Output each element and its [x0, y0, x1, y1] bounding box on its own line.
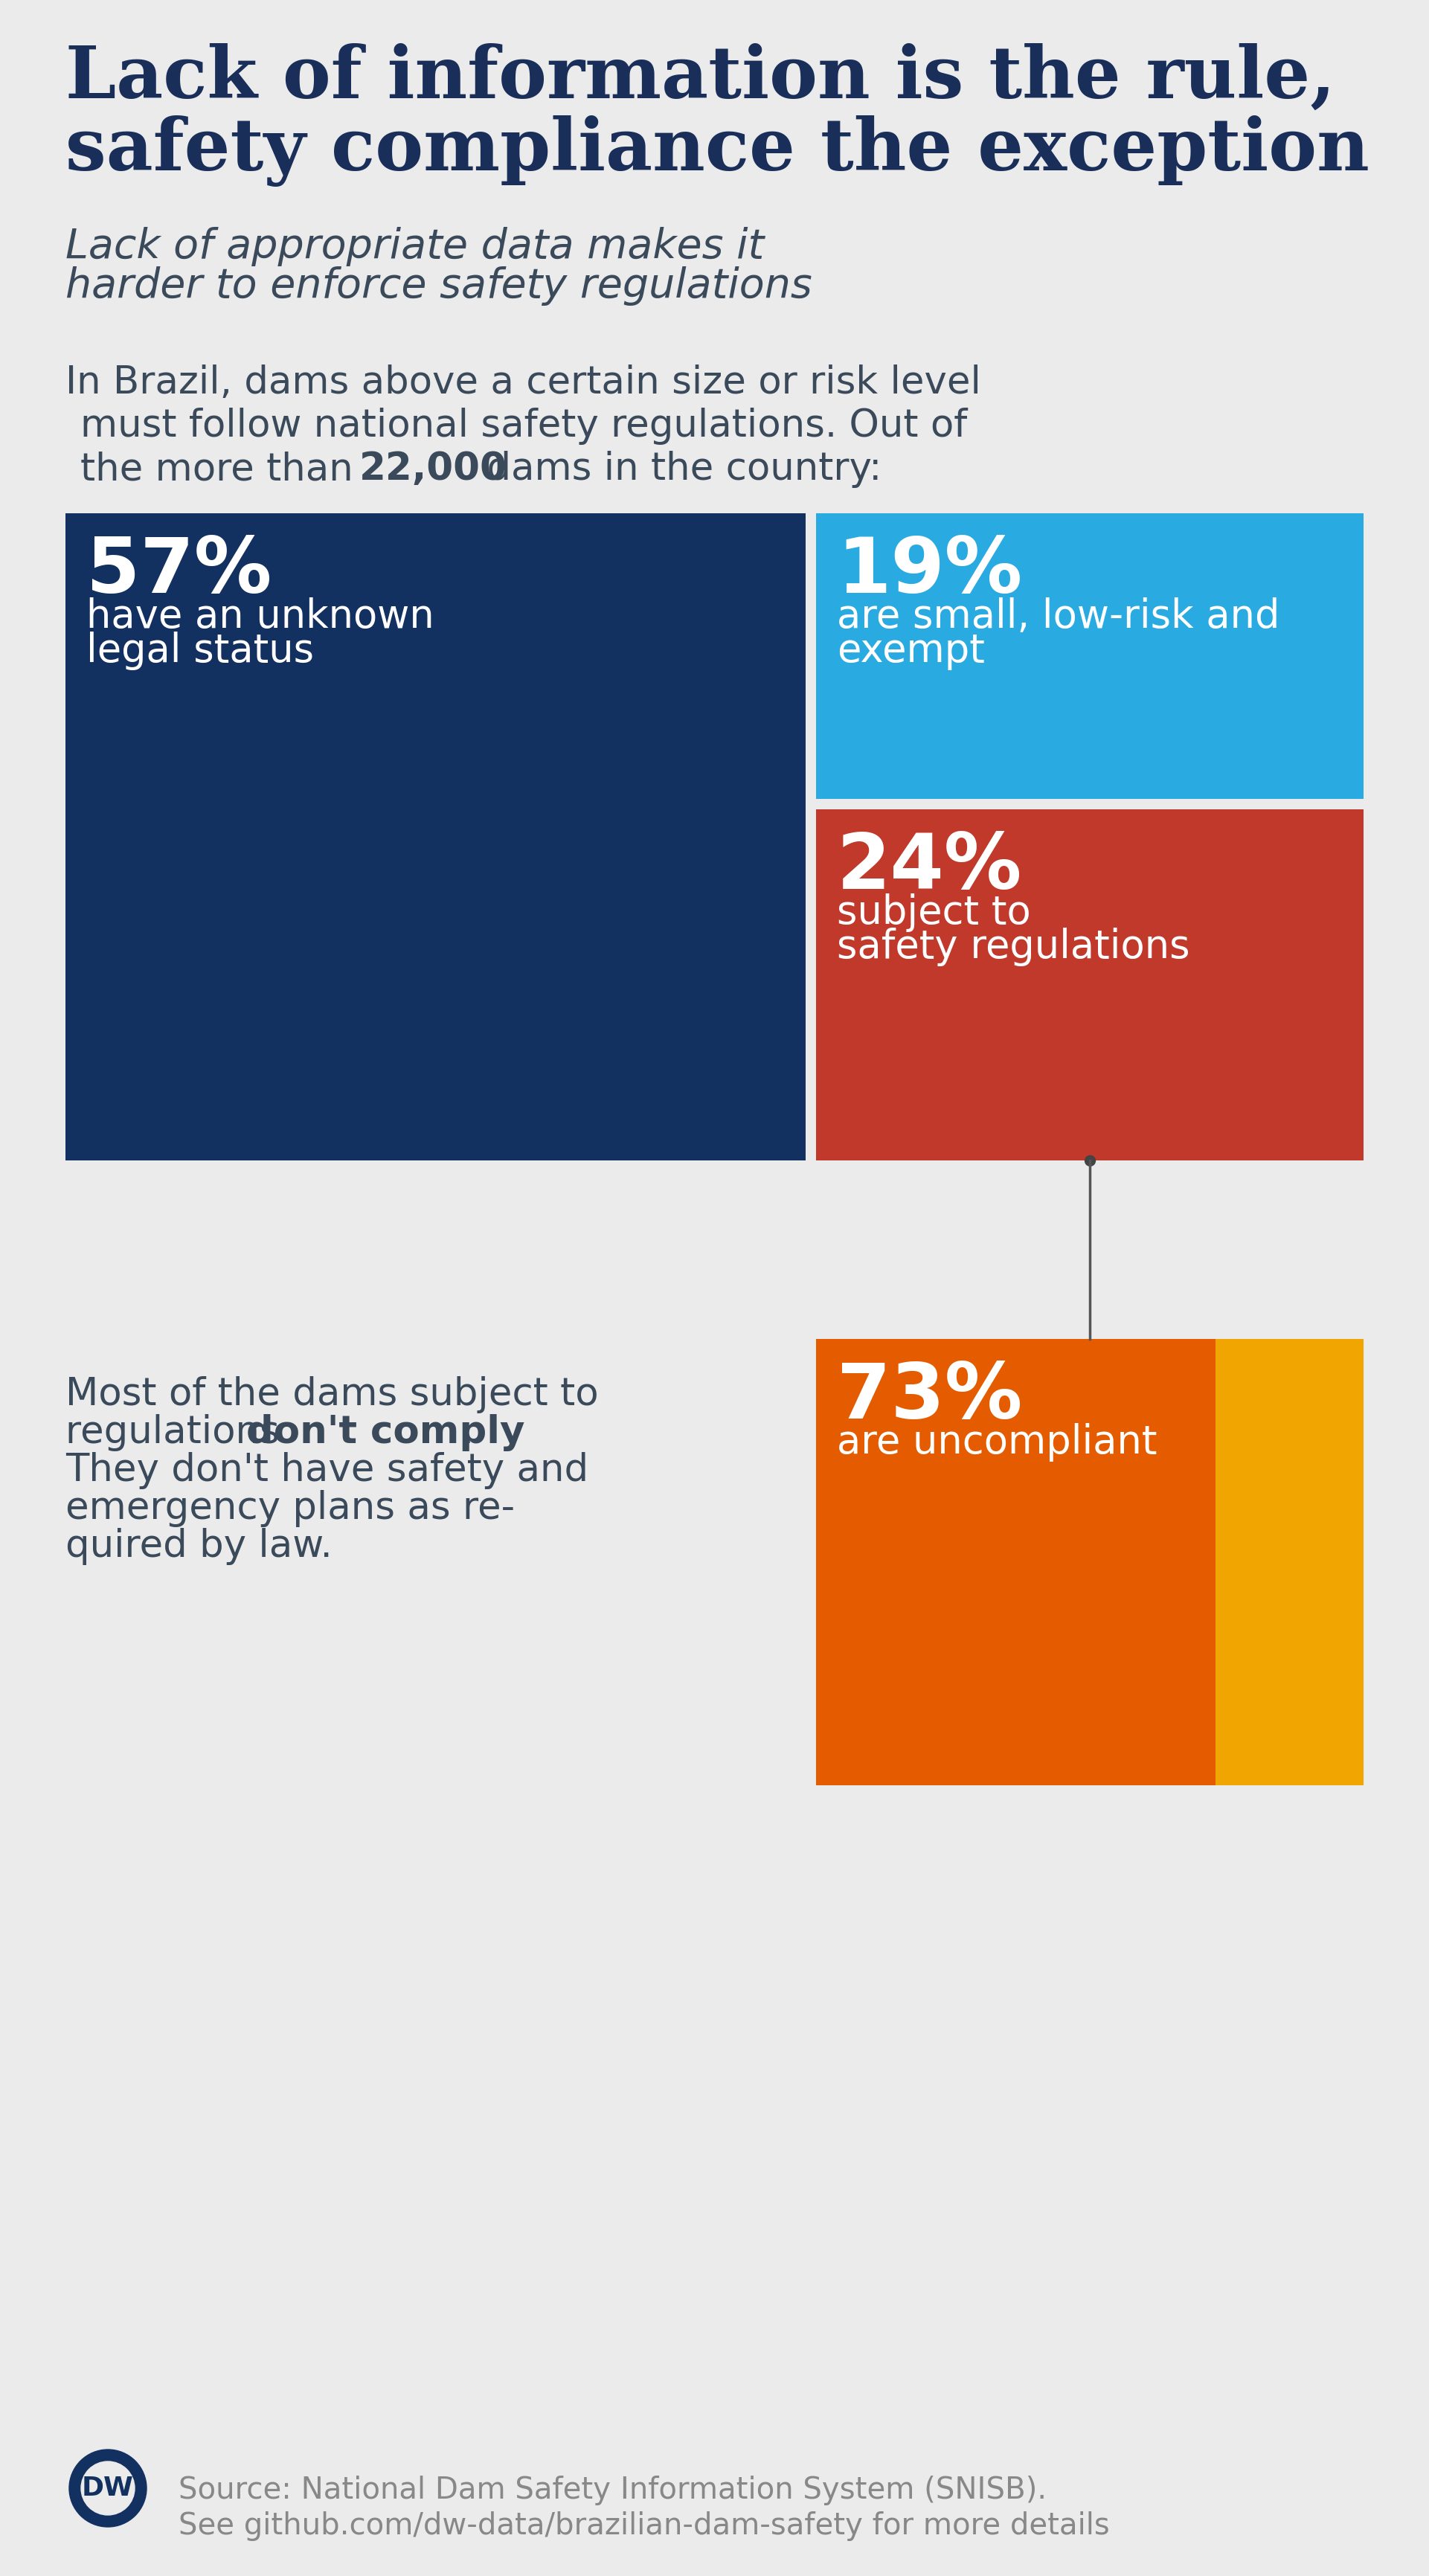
Text: 73%: 73%: [837, 1360, 1022, 1435]
Text: subject to: subject to: [837, 894, 1030, 933]
Text: don't comply: don't comply: [246, 1414, 524, 1450]
Text: safety compliance the exception: safety compliance the exception: [66, 116, 1369, 185]
Circle shape: [81, 2463, 134, 2514]
Text: .: .: [462, 1414, 474, 1450]
Text: have an unknown: have an unknown: [86, 598, 434, 636]
FancyBboxPatch shape: [66, 513, 806, 1159]
Circle shape: [69, 2450, 147, 2527]
Text: emergency plans as re-: emergency plans as re-: [66, 1489, 514, 1528]
FancyBboxPatch shape: [816, 809, 1363, 1159]
Text: Most of the dams subject to: Most of the dams subject to: [66, 1376, 599, 1414]
Text: 22,000: 22,000: [359, 451, 507, 487]
Text: DW: DW: [81, 2476, 134, 2501]
FancyBboxPatch shape: [1216, 1340, 1363, 1785]
Text: In Brazil, dams above a certain size or risk level: In Brazil, dams above a certain size or …: [66, 363, 982, 402]
Text: See github.com/dw-data/brazilian-dam-safety for more details: See github.com/dw-data/brazilian-dam-saf…: [179, 2512, 1110, 2540]
Text: regulations: regulations: [66, 1414, 292, 1450]
Text: Lack of information is the rule,: Lack of information is the rule,: [66, 44, 1335, 113]
Text: 24%: 24%: [837, 829, 1022, 904]
Text: are uncompliant: are uncompliant: [837, 1422, 1157, 1461]
Text: exempt: exempt: [837, 631, 985, 670]
FancyBboxPatch shape: [816, 1340, 1216, 1785]
Text: the more than: the more than: [80, 451, 366, 487]
Text: legal status: legal status: [86, 631, 314, 670]
Text: must follow national safety regulations. Out of: must follow national safety regulations.…: [80, 407, 967, 446]
Text: safety regulations: safety regulations: [837, 927, 1190, 966]
Text: Lack of appropriate data makes it: Lack of appropriate data makes it: [66, 227, 765, 265]
Text: quired by law.: quired by law.: [66, 1528, 333, 1566]
Text: Source: National Dam Safety Information System (SNISB).: Source: National Dam Safety Information …: [179, 2476, 1046, 2506]
Text: are small, low-risk and: are small, low-risk and: [837, 598, 1280, 636]
Text: dams in the country:: dams in the country:: [474, 451, 882, 487]
FancyBboxPatch shape: [816, 513, 1363, 799]
Text: 57%: 57%: [86, 533, 272, 611]
Text: harder to enforce safety regulations: harder to enforce safety regulations: [66, 265, 812, 307]
Text: 19%: 19%: [837, 533, 1022, 611]
Text: They don't have safety and: They don't have safety and: [66, 1453, 589, 1489]
